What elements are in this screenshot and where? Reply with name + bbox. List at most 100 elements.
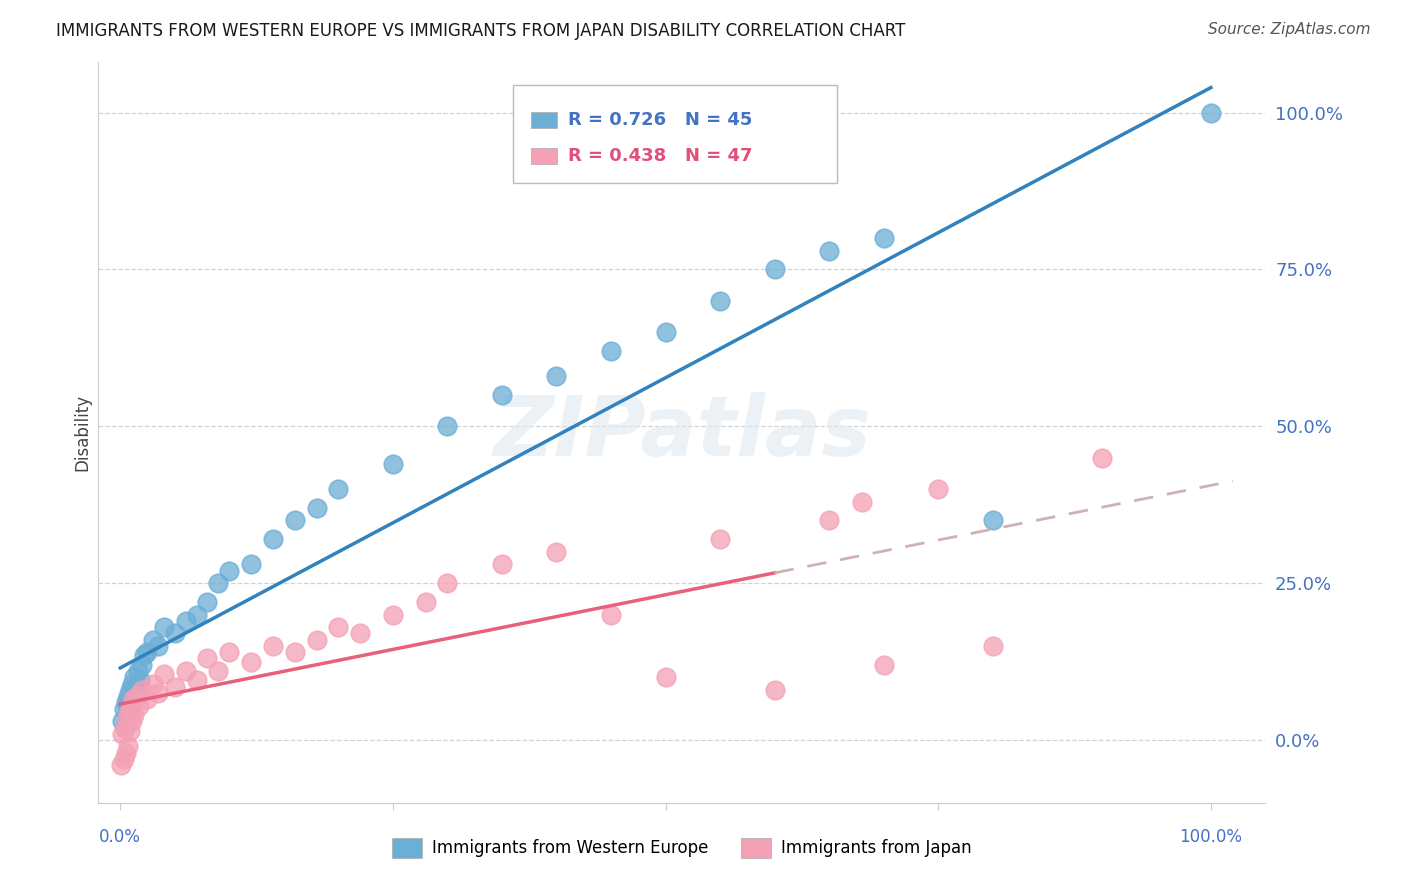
Point — [136, 692, 159, 706]
Point — [207, 664, 229, 678]
Point — [124, 708, 146, 723]
Point — [174, 664, 197, 678]
Point — [284, 645, 307, 659]
Point — [218, 564, 240, 578]
Point — [262, 533, 284, 547]
Text: ZIPatlas: ZIPatlas — [494, 392, 870, 473]
Point — [763, 682, 786, 697]
Point — [125, 680, 148, 694]
Point — [124, 689, 146, 703]
Point — [600, 344, 623, 359]
Text: 100.0%: 100.0% — [1180, 828, 1243, 846]
Point — [851, 494, 873, 508]
Point — [128, 673, 150, 688]
Point — [122, 692, 145, 706]
Point — [131, 682, 153, 697]
Point — [134, 648, 156, 663]
Point — [546, 369, 568, 384]
Point — [600, 607, 623, 622]
Legend: Immigrants from Western Europe, Immigrants from Japan: Immigrants from Western Europe, Immigran… — [385, 831, 979, 865]
Point — [114, 746, 136, 760]
Point — [148, 686, 170, 700]
Point — [186, 607, 208, 622]
Point — [115, 708, 138, 723]
Point — [115, 711, 138, 725]
Point — [186, 673, 208, 688]
Point — [142, 676, 165, 690]
Point — [305, 500, 328, 515]
Point — [117, 689, 139, 703]
Point — [117, 739, 139, 754]
Point — [207, 576, 229, 591]
Text: R = 0.726   N = 45: R = 0.726 N = 45 — [568, 112, 752, 129]
Point — [122, 692, 145, 706]
Point — [436, 419, 458, 434]
Point — [436, 576, 458, 591]
Y-axis label: Disability: Disability — [73, 394, 91, 471]
Point — [981, 513, 1004, 527]
Point — [114, 721, 136, 735]
Point — [136, 645, 159, 659]
Point — [381, 457, 404, 471]
Point — [118, 698, 141, 713]
Point — [114, 721, 136, 735]
Point — [120, 705, 142, 719]
Point — [328, 482, 350, 496]
Point — [142, 632, 165, 647]
Point — [118, 723, 141, 738]
Point — [174, 614, 197, 628]
Text: R = 0.438   N = 47: R = 0.438 N = 47 — [568, 147, 752, 165]
Point — [709, 293, 731, 308]
Point — [121, 714, 143, 729]
Point — [873, 231, 896, 245]
Point — [218, 645, 240, 659]
Point — [763, 262, 786, 277]
Point — [709, 533, 731, 547]
Point — [163, 680, 186, 694]
Point — [153, 667, 176, 681]
Text: 0.0%: 0.0% — [100, 828, 141, 846]
Point — [125, 689, 148, 703]
Point — [927, 482, 949, 496]
Point — [262, 639, 284, 653]
Point — [240, 558, 263, 572]
Point — [491, 558, 513, 572]
Point — [546, 545, 568, 559]
Point — [1199, 105, 1222, 120]
Point — [114, 695, 136, 709]
Point — [654, 325, 676, 339]
Point — [121, 676, 143, 690]
Point — [1091, 450, 1114, 465]
Point — [118, 682, 141, 697]
Point — [240, 655, 263, 669]
Point — [328, 620, 350, 634]
Text: Source: ZipAtlas.com: Source: ZipAtlas.com — [1208, 22, 1371, 37]
Point — [305, 632, 328, 647]
Point — [818, 244, 841, 258]
Point — [118, 705, 141, 719]
Point — [284, 513, 307, 527]
Point — [110, 758, 132, 772]
Point — [163, 626, 186, 640]
Point — [127, 664, 149, 678]
Point — [381, 607, 404, 622]
Point — [818, 513, 841, 527]
Point — [197, 651, 219, 665]
Point — [124, 670, 146, 684]
Point — [111, 714, 134, 729]
Point — [349, 626, 371, 640]
Point — [128, 698, 150, 713]
Point — [981, 639, 1004, 653]
Point — [491, 388, 513, 402]
Point — [654, 670, 676, 684]
Point — [197, 595, 219, 609]
Point — [112, 701, 135, 715]
Point — [112, 752, 135, 766]
Text: IMMIGRANTS FROM WESTERN EUROPE VS IMMIGRANTS FROM JAPAN DISABILITY CORRELATION C: IMMIGRANTS FROM WESTERN EUROPE VS IMMIGR… — [56, 22, 905, 40]
Point — [873, 657, 896, 672]
Point — [415, 595, 437, 609]
Point — [153, 620, 176, 634]
Point — [120, 701, 142, 715]
Point — [111, 727, 134, 741]
Point — [131, 657, 153, 672]
